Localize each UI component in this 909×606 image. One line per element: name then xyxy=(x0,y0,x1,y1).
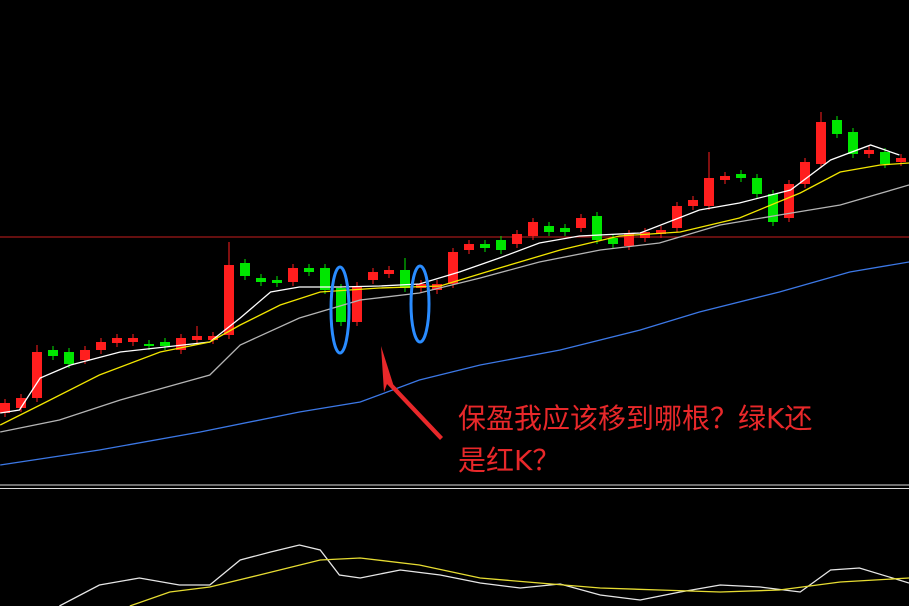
highlight-ellipse xyxy=(409,264,431,344)
candle-body xyxy=(448,252,458,284)
line-series xyxy=(0,162,909,426)
candle-body xyxy=(656,230,666,234)
candle-body xyxy=(576,218,586,228)
candle-body xyxy=(736,174,746,178)
candle-body xyxy=(832,120,842,134)
candle-body xyxy=(496,240,506,250)
line-series xyxy=(59,544,909,606)
candle-body xyxy=(800,162,810,184)
main-panel xyxy=(0,112,909,466)
candle-body xyxy=(528,222,538,236)
candle-body xyxy=(752,178,762,194)
candle-body xyxy=(96,342,106,350)
candle-body xyxy=(896,158,906,162)
candle-body xyxy=(512,234,522,244)
candle-body xyxy=(80,350,90,360)
candle-body xyxy=(288,268,298,282)
candle-body xyxy=(864,150,874,154)
candle-body xyxy=(880,152,890,164)
candle-body xyxy=(224,265,234,335)
candle-body xyxy=(464,244,474,250)
candle-body xyxy=(64,352,74,364)
candle-body xyxy=(560,228,570,232)
candle-body xyxy=(368,272,378,280)
indicator-panel xyxy=(59,544,909,606)
candle-body xyxy=(160,342,170,346)
annotation-text: 保盈我应该移到哪根？绿K还 xyxy=(458,402,812,435)
candle-body xyxy=(240,263,250,276)
candle-body xyxy=(128,338,138,342)
candle-body xyxy=(320,268,330,290)
candle-body xyxy=(112,338,122,343)
candle-body xyxy=(0,403,10,413)
candle-body xyxy=(400,270,410,288)
candle-body xyxy=(480,244,490,248)
candle-body xyxy=(672,206,682,228)
line-series xyxy=(129,557,909,606)
candle-body xyxy=(848,132,858,154)
candle-body xyxy=(16,398,26,408)
candle-body xyxy=(192,336,202,340)
candle-body xyxy=(784,184,794,218)
candle-body xyxy=(256,278,266,282)
candle-body xyxy=(640,232,650,238)
line-series xyxy=(0,144,900,414)
candle-body xyxy=(704,178,714,206)
arrow xyxy=(381,346,443,440)
candle-body xyxy=(48,350,58,356)
candle-body xyxy=(208,336,218,340)
annotation-text: 是红K？ xyxy=(458,444,560,477)
highlight-ellipse xyxy=(329,265,351,355)
candle-body xyxy=(816,122,826,164)
candle-body xyxy=(384,270,394,274)
candle-body xyxy=(592,216,602,240)
candle-body xyxy=(624,234,634,246)
candle-body xyxy=(336,288,346,322)
candle-body xyxy=(352,286,362,322)
candle-body xyxy=(304,268,314,272)
candle-body xyxy=(768,194,778,222)
line-series xyxy=(0,184,909,433)
candle-body xyxy=(176,338,186,350)
candle-body xyxy=(272,280,282,283)
candle-body xyxy=(544,226,554,232)
candle-body xyxy=(432,284,442,290)
candle-body xyxy=(608,238,618,244)
candle-body xyxy=(720,176,730,180)
candle-body xyxy=(32,352,42,398)
line-series xyxy=(0,261,909,466)
candle-body xyxy=(144,344,154,346)
annotation-layer: 保盈我应该移到哪根？绿K还 是红K？ xyxy=(329,264,812,477)
candle-body xyxy=(688,200,698,206)
